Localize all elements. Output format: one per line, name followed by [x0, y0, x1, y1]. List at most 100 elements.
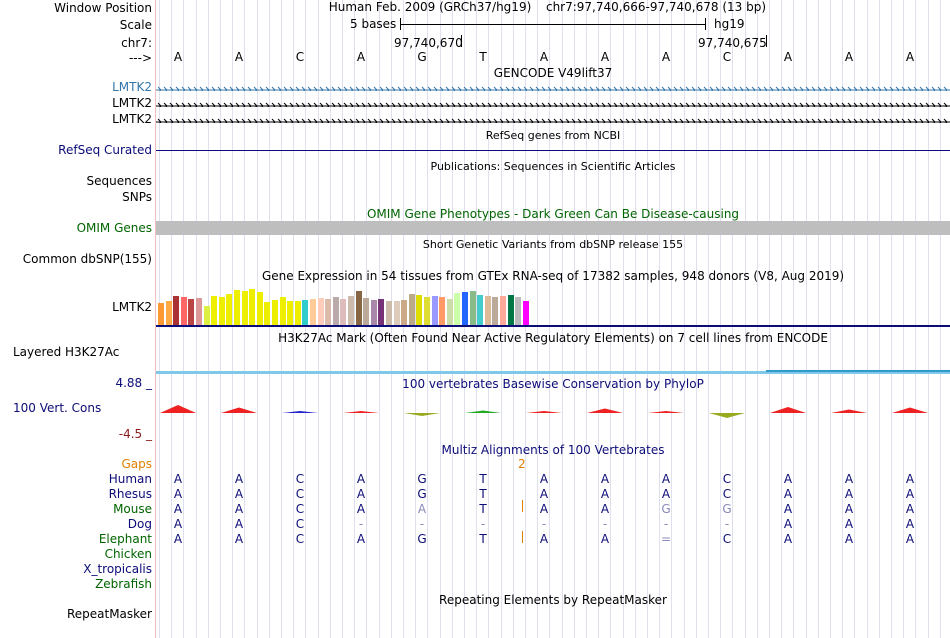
gtex-tissue-bar[interactable] — [416, 295, 423, 325]
gencode-transcript-3[interactable] — [156, 115, 950, 123]
gtex-tissue-bar[interactable] — [241, 291, 248, 325]
gtex-tissue-bar[interactable] — [446, 299, 453, 325]
gtex-tissue-bar[interactable] — [226, 294, 233, 325]
gtex-tissue-bar[interactable] — [310, 299, 316, 325]
gtex-tissue-bar[interactable] — [393, 301, 400, 325]
gtex-tissue-bar[interactable] — [469, 291, 476, 325]
species-label-mouse[interactable]: Mouse — [113, 502, 152, 516]
gencode-label-2[interactable]: LMTK2 — [112, 96, 152, 110]
gtex-tissue-bar[interactable] — [500, 296, 506, 325]
gtex-tissue-bar[interactable] — [477, 295, 484, 325]
alignment-base: A — [356, 532, 366, 546]
phylop-chart[interactable] — [156, 395, 950, 435]
alignment-base: = — [660, 532, 672, 546]
phylop-base-glyph — [526, 411, 562, 413]
gtex-tissue-bar[interactable] — [378, 299, 385, 325]
species-label-elephant[interactable]: Elephant — [98, 532, 152, 546]
gtex-tissue-bar[interactable] — [507, 295, 514, 325]
gtex-tissue-bar[interactable] — [332, 297, 339, 325]
alignment-base: A — [905, 487, 915, 501]
omim-feature-bar[interactable] — [156, 221, 950, 235]
gtex-tissue-bar[interactable] — [165, 301, 172, 325]
gencode-transcript-1[interactable] — [156, 83, 950, 91]
phylop-base-glyph — [282, 411, 318, 413]
gtex-tissue-bar[interactable] — [439, 297, 446, 325]
alignment-base: A — [234, 487, 244, 501]
gtex-tissue-bar[interactable] — [302, 300, 309, 325]
gtex-tissue-bar[interactable] — [386, 301, 392, 325]
gtex-tissue-bar[interactable] — [287, 301, 294, 325]
grid-line — [684, 0, 685, 638]
grid-line — [696, 0, 697, 638]
gtex-tissue-bar[interactable] — [401, 300, 408, 325]
gtex-tissue-bar[interactable] — [363, 298, 370, 325]
gtex-tissue-bar[interactable] — [158, 303, 164, 325]
gtex-tissue-bar[interactable] — [317, 298, 324, 325]
phylop-base-glyph — [221, 407, 257, 413]
gtex-tissue-bar[interactable] — [218, 297, 225, 325]
publications-sequences-label[interactable]: Sequences — [86, 174, 152, 188]
gtex-tissue-bar[interactable] — [272, 300, 278, 325]
reference-base: A — [356, 50, 366, 64]
h3k27ac-label[interactable]: Layered H3K27Ac — [13, 345, 120, 359]
gtex-tissue-bar[interactable] — [484, 296, 491, 325]
gtex-label[interactable]: LMTK2 — [112, 300, 152, 314]
reference-base: A — [173, 50, 183, 64]
gencode-transcript-2[interactable] — [156, 99, 950, 107]
gtex-tissue-bar[interactable] — [492, 297, 499, 325]
gap-count: 2 — [518, 457, 526, 471]
gtex-tissue-bar[interactable] — [454, 293, 461, 325]
gtex-tissue-bar[interactable] — [203, 306, 210, 325]
gtex-tissue-bar[interactable] — [522, 301, 529, 325]
alignment-base: A — [844, 517, 854, 531]
species-label-human[interactable]: Human — [108, 472, 152, 486]
gtex-tissue-bar[interactable] — [173, 296, 180, 325]
grid-line — [232, 0, 233, 638]
species-label-chicken[interactable]: Chicken — [104, 547, 152, 561]
grid-line — [879, 0, 880, 638]
gtex-tissue-bar[interactable] — [355, 291, 362, 325]
publications-snps-label[interactable]: SNPs — [122, 190, 152, 204]
gtex-tissue-bar[interactable] — [408, 294, 415, 325]
gtex-tissue-bar[interactable] — [234, 290, 240, 325]
omim-label[interactable]: OMIM Genes — [76, 221, 152, 235]
alignment-base: A — [783, 502, 793, 516]
gtex-tissue-bar[interactable] — [188, 299, 195, 325]
alignment-base: A — [844, 487, 854, 501]
phylop-base-glyph — [831, 409, 867, 413]
gtex-tissue-bar[interactable] — [348, 296, 354, 325]
refseq-label[interactable]: RefSeq Curated — [58, 143, 152, 157]
refseq-gene-line[interactable] — [156, 150, 950, 151]
gtex-tissue-bar[interactable] — [180, 297, 187, 325]
gtex-tissue-bar[interactable] — [196, 298, 202, 325]
gencode-label-1[interactable]: LMTK2 — [112, 80, 152, 94]
gtex-tissue-bar[interactable] — [249, 289, 256, 325]
gtex-tissue-bar[interactable] — [462, 292, 468, 325]
track-image[interactable]: Human Feb. 2009 (GRCh37/hg19) chr7:97,74… — [156, 0, 950, 638]
gtex-tissue-bar[interactable] — [515, 297, 522, 325]
gtex-tissue-bar[interactable] — [431, 296, 438, 325]
species-label-rhesus[interactable]: Rhesus — [108, 487, 152, 501]
gtex-tissue-bar[interactable] — [211, 296, 218, 325]
gtex-tissue-bar[interactable] — [340, 299, 347, 325]
alignment-base: T — [479, 487, 487, 501]
gtex-bar-chart[interactable] — [156, 278, 950, 325]
publications-title: Publications: Sequences in Scientific Ar… — [430, 160, 676, 173]
gtex-tissue-bar[interactable] — [424, 297, 430, 325]
repeatmasker-label[interactable]: RepeatMasker — [66, 607, 152, 621]
species-label-x_tropicalis[interactable]: X_tropicalis — [83, 562, 152, 576]
alignment-base: - — [602, 517, 608, 531]
h3k27ac-signal[interactable] — [156, 371, 950, 374]
species-label-zebrafish[interactable]: Zebrafish — [95, 577, 152, 591]
alignment-base: A — [356, 502, 366, 516]
gtex-tissue-bar[interactable] — [325, 299, 332, 325]
gtex-tissue-bar[interactable] — [264, 302, 271, 325]
gtex-tissue-bar[interactable] — [279, 297, 286, 325]
phylop-label[interactable]: 100 Vert. Cons — [13, 401, 102, 415]
gencode-label-3[interactable]: LMTK2 — [112, 112, 152, 126]
gtex-tissue-bar[interactable] — [256, 292, 263, 325]
dbsnp-label[interactable]: Common dbSNP(155) — [22, 252, 152, 266]
species-label-dog[interactable]: Dog — [127, 517, 152, 531]
gtex-tissue-bar[interactable] — [294, 301, 301, 325]
gtex-tissue-bar[interactable] — [370, 300, 377, 325]
